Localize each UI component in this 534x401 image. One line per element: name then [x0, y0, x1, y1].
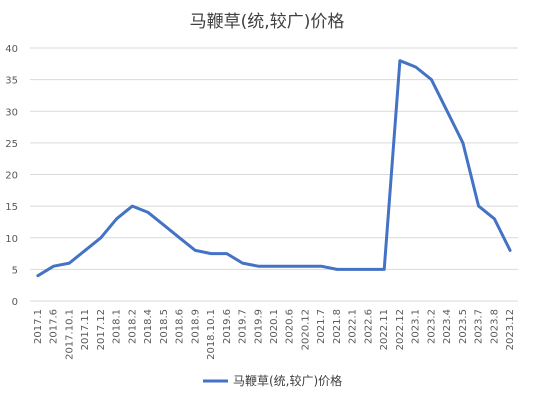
legend: 马鞭草(统,较广)价格 [203, 373, 342, 388]
x-tick-label: 2019.9 [253, 309, 264, 344]
x-tick-label: 2021.7 [316, 309, 327, 344]
data-point [446, 110, 449, 113]
data-point [257, 265, 260, 268]
data-point [398, 59, 402, 62]
x-tick-label: 2018.6 [175, 309, 186, 344]
data-point [99, 236, 103, 239]
y-tick-label: 0 [12, 297, 18, 308]
x-tick-label: 2020.1 [269, 309, 280, 344]
y-tick-label: 15 [5, 202, 18, 213]
series-group [36, 59, 512, 278]
series-line [36, 59, 512, 278]
data-point [508, 249, 512, 252]
y-tick-label: 40 [5, 44, 18, 55]
data-point [430, 78, 433, 81]
data-point [52, 265, 55, 268]
x-tick-label: 2023.1 [411, 309, 422, 344]
data-point [83, 249, 87, 252]
legend-label: 马鞭草(统,较广)价格 [233, 373, 342, 388]
data-point [320, 265, 323, 268]
data-point [225, 252, 228, 255]
y-axis-ticks: 0 5 10 15 20 25 30 35 40 [5, 44, 18, 308]
data-point [367, 268, 370, 271]
gridlines [30, 47, 518, 302]
y-tick-label: 25 [5, 139, 18, 150]
x-tick-label: 2023.4 [442, 309, 453, 344]
y-tick-label: 35 [5, 76, 18, 87]
x-tick-label: 2018.2 [127, 309, 138, 344]
data-point [178, 236, 181, 239]
x-tick-label: 2020.12 [300, 309, 311, 350]
chart-title: 马鞭草(统,较广)价格 [190, 12, 345, 32]
data-point [115, 217, 118, 220]
x-tick-label: 2022.11 [379, 309, 390, 350]
data-point [335, 268, 339, 271]
y-tick-label: 10 [5, 234, 18, 245]
y-tick-label: 20 [5, 171, 18, 182]
x-tick-label: 2017.12 [96, 309, 107, 350]
x-tick-label: 2018.9 [190, 309, 201, 344]
y-tick-label: 30 [5, 107, 18, 118]
data-point [477, 204, 480, 208]
x-tick-label: 2023.2 [426, 309, 437, 344]
data-point [131, 204, 134, 208]
data-point [461, 141, 465, 145]
data-point [194, 249, 197, 252]
data-point [493, 217, 496, 220]
data-point [288, 265, 291, 268]
x-tick-label: 2022.1 [348, 309, 359, 344]
x-tick-label: 2019.7 [238, 309, 249, 344]
x-tick-label: 2017.6 [49, 309, 60, 344]
data-point [304, 265, 307, 268]
data-point [383, 268, 386, 271]
data-point [414, 65, 417, 69]
x-tick-label: 2023.5 [458, 309, 469, 344]
x-tick-label: 2018.1 [112, 309, 123, 344]
x-tick-label: 2023.7 [474, 309, 485, 344]
x-tick-label: 2022.12 [395, 309, 406, 350]
x-axis-ticks: 2017.1 2017.6 2017.10.1 2017.11 2017.12 2018.… [33, 309, 516, 360]
data-point [272, 265, 276, 268]
x-tick-label: 2022.6 [363, 309, 374, 344]
x-tick-label: 2017.1 [33, 309, 44, 344]
data-point [36, 274, 40, 277]
data-point [146, 211, 150, 214]
data-point [68, 261, 71, 265]
x-tick-label: 2021.8 [332, 309, 343, 344]
x-tick-label: 2023.8 [489, 309, 500, 344]
x-tick-label: 2020.6 [285, 309, 296, 344]
x-tick-label: 2019.6 [222, 309, 233, 344]
data-point [162, 223, 165, 227]
y-tick-label: 5 [12, 265, 18, 276]
data-point [351, 268, 354, 271]
x-tick-label: 2017.11 [80, 309, 91, 350]
data-point [241, 261, 244, 265]
x-tick-label: 2018.10.1 [206, 309, 217, 360]
x-tick-label: 2017.10.1 [64, 309, 75, 360]
x-tick-label: 2023.12 [505, 309, 516, 350]
x-tick-label: 2018.4 [143, 309, 154, 344]
x-tick-label: 2018.5 [159, 309, 170, 344]
data-point [209, 252, 213, 255]
